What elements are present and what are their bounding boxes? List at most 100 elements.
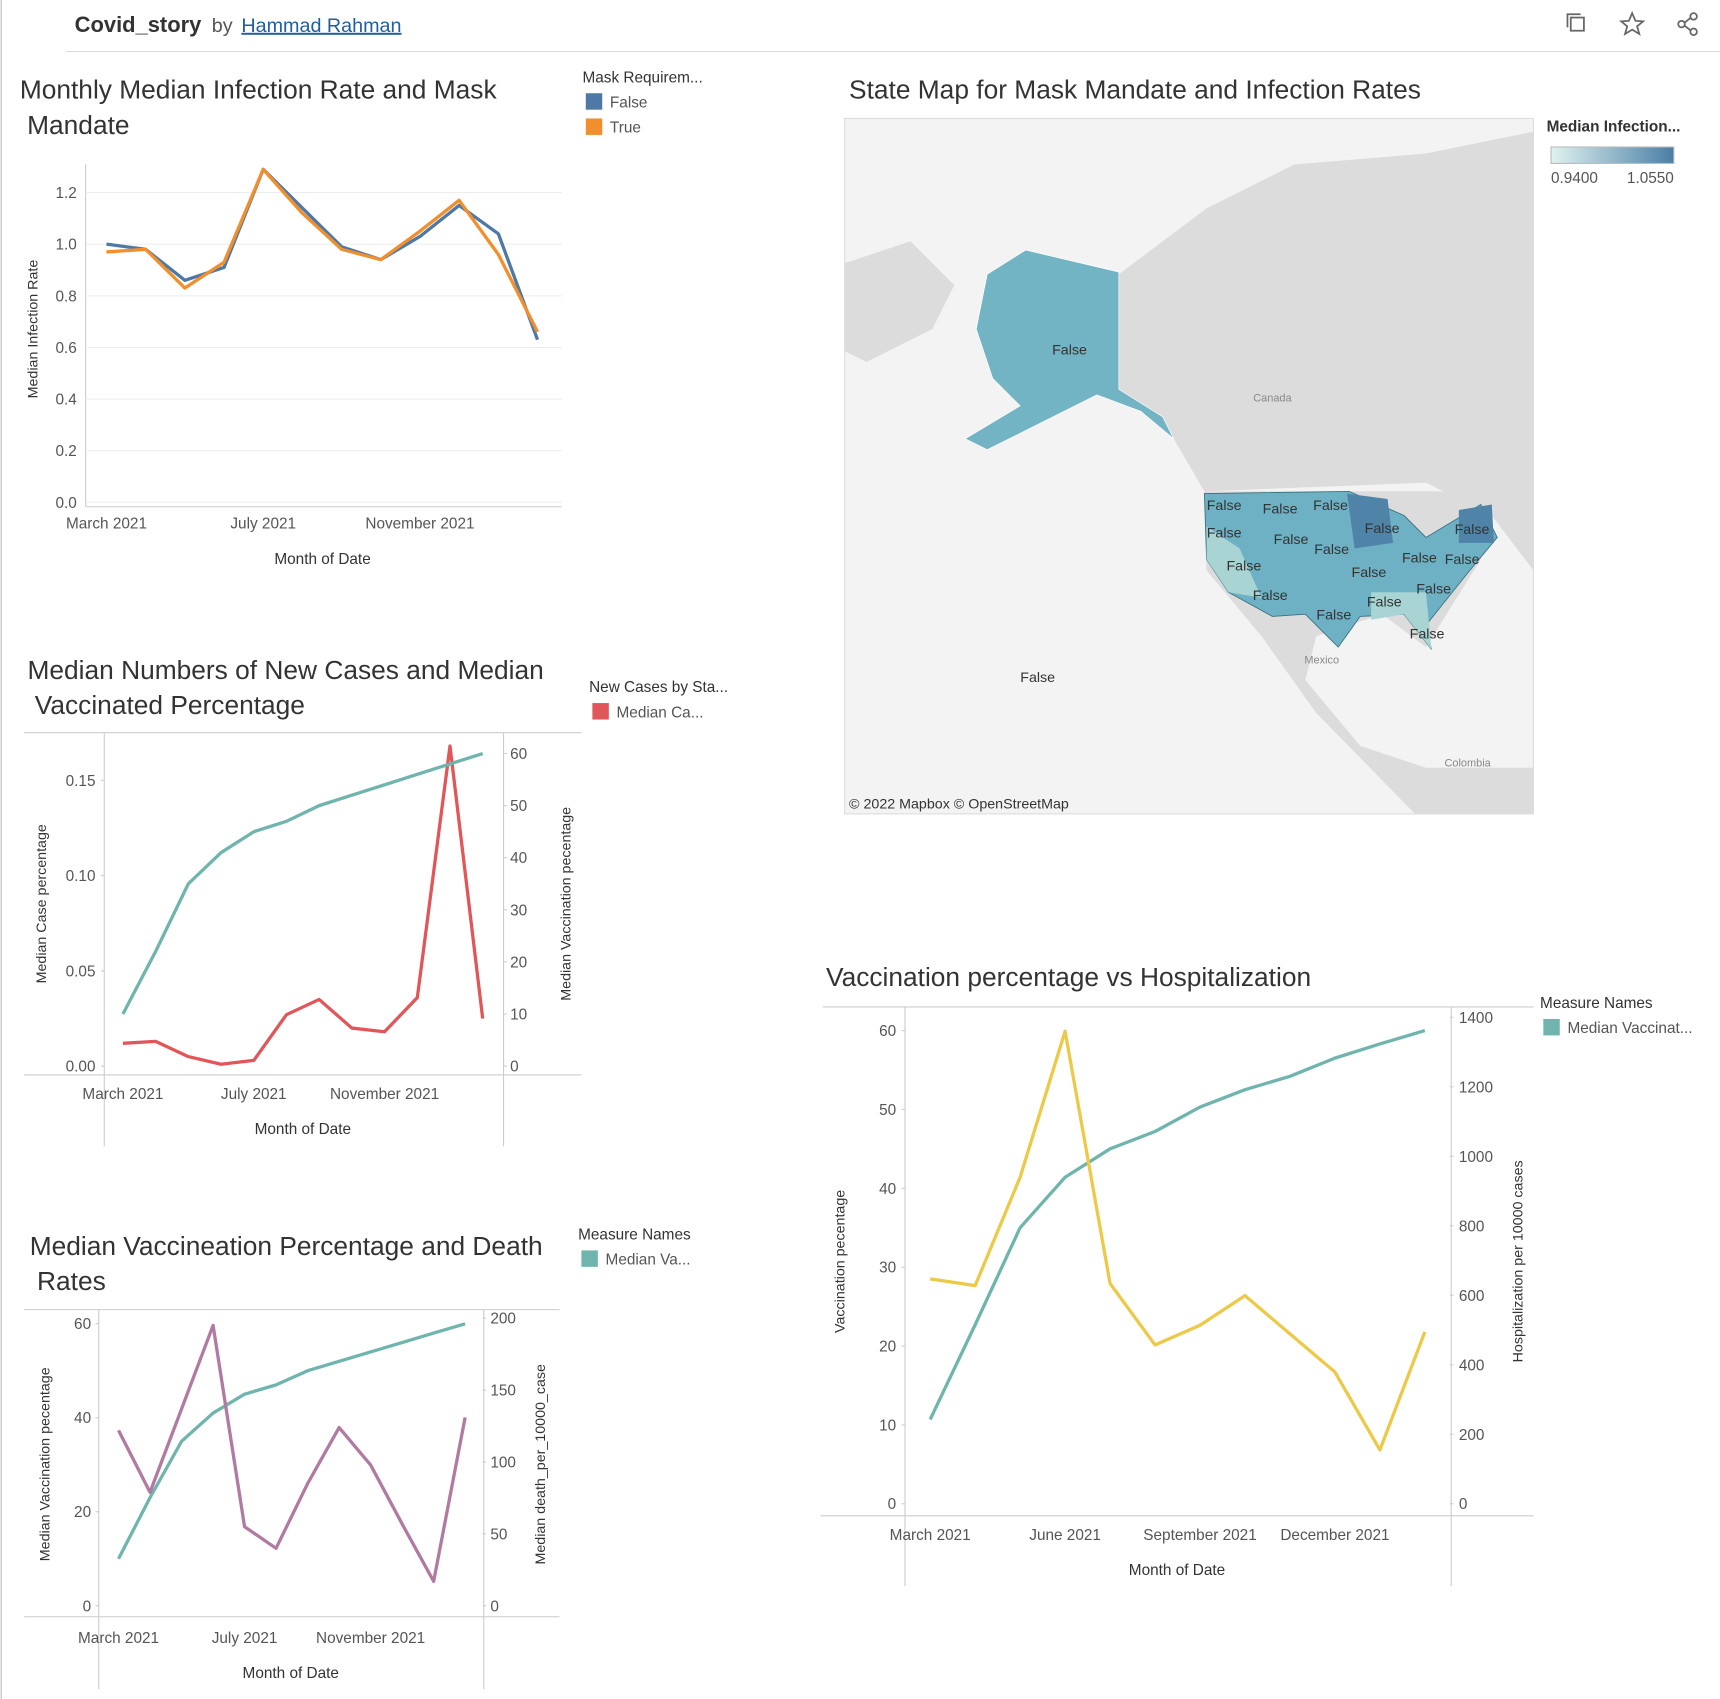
y2-axis-label: Hospitalization per 10000 cases xyxy=(1510,1160,1526,1362)
y2-tick-label: 30 xyxy=(510,902,527,919)
y-tick-label: 40 xyxy=(74,1410,91,1427)
x-axis-label: Month of Date xyxy=(1129,1562,1225,1579)
y2-tick-label: 60 xyxy=(510,746,527,763)
y2-tick-label: 1000 xyxy=(1459,1149,1493,1166)
map-attribution: © 2022 Mapbox © OpenStreetMap xyxy=(849,796,1069,812)
favorite-icon[interactable] xyxy=(1618,10,1646,36)
series-line xyxy=(117,1323,467,1583)
state-label: False xyxy=(1207,498,1242,514)
y-tick-label: 0.4 xyxy=(56,392,78,409)
state-label: False xyxy=(1445,552,1480,568)
y-axis-label: Median Vaccination pecentage xyxy=(37,1367,53,1561)
x-tick-label: September 2021 xyxy=(1143,1527,1256,1544)
x-tick-label: March 2021 xyxy=(78,1630,159,1647)
y2-tick-label: 800 xyxy=(1459,1218,1485,1235)
y-tick-label: 10 xyxy=(879,1417,896,1434)
legend-label: Median Vaccinat... xyxy=(1567,1020,1692,1037)
line-chart: Vaccination percentage vs Hospitalizatio… xyxy=(826,962,1693,1579)
y-axis-label: Median Case percentage xyxy=(34,824,50,983)
legend-title: Measure Names xyxy=(578,1226,691,1243)
chart-title: Median Numbers of New Cases and Median V… xyxy=(28,655,544,720)
legend-title: New Cases by Sta... xyxy=(589,679,728,696)
y2-axis-label: Median death_per_10000_case xyxy=(533,1364,549,1565)
chart-title: Median Vaccineation Percentage and Death… xyxy=(30,1231,543,1296)
legend-label: Median Ca... xyxy=(617,704,704,721)
state-label: False xyxy=(1274,532,1309,548)
by-text: by xyxy=(212,15,233,37)
y2-tick-label: 0 xyxy=(1459,1496,1468,1513)
legend-swatch xyxy=(1543,1018,1560,1036)
x-tick-label: March 2021 xyxy=(82,1086,163,1103)
y2-tick-label: 40 xyxy=(510,850,527,867)
x-tick-label: March 2021 xyxy=(66,516,147,533)
copy-icon[interactable] xyxy=(1566,13,1585,32)
x-tick-label: July 2021 xyxy=(230,516,296,533)
y2-tick-label: 600 xyxy=(1459,1288,1485,1305)
share-icon[interactable] xyxy=(1677,12,1698,36)
legend-swatch xyxy=(585,93,603,110)
state-label: False xyxy=(1410,626,1445,642)
y-tick-label: 60 xyxy=(74,1316,91,1333)
series-line xyxy=(122,744,485,1066)
legend-swatch xyxy=(585,118,603,135)
russia-land xyxy=(844,241,955,362)
state-label: False xyxy=(1455,522,1490,538)
y-tick-label: 0.0 xyxy=(56,495,77,512)
state-label: False xyxy=(1314,542,1349,558)
legend-title: Mask Requirem... xyxy=(583,69,703,86)
y-tick-label: 1.0 xyxy=(56,237,77,254)
y2-tick-label: 50 xyxy=(510,798,527,815)
legend-swatch xyxy=(581,1250,598,1267)
state-label: False xyxy=(1316,608,1351,624)
legend-title: Measure Names xyxy=(1540,995,1653,1012)
story-title: Covid_story xyxy=(75,12,203,37)
x-tick-label: July 2021 xyxy=(221,1086,287,1103)
state-label: False xyxy=(1226,558,1261,574)
series-line xyxy=(117,1322,466,1560)
legend-label: False xyxy=(610,94,648,111)
x-tick-label: November 2021 xyxy=(330,1086,439,1103)
state-label: False xyxy=(1367,595,1402,611)
high-rate-states xyxy=(1346,493,1494,549)
legend-swatch xyxy=(592,703,609,720)
y2-tick-label: 400 xyxy=(1459,1357,1485,1374)
y-tick-label: 0 xyxy=(83,1598,92,1615)
y-tick-label: 0.8 xyxy=(56,288,77,305)
map-title: State Map for Mask Mandate and Infection… xyxy=(849,75,1421,105)
legend-label: True xyxy=(610,120,641,137)
y2-tick-label: 200 xyxy=(490,1311,516,1328)
series-line xyxy=(106,167,539,333)
legend-label: Median Va... xyxy=(606,1252,691,1269)
series-line xyxy=(121,751,484,1015)
state-label: False xyxy=(1253,588,1288,604)
author-link[interactable]: Hammad Rahman xyxy=(241,15,401,37)
map-legend-title: Median Infection... xyxy=(1547,119,1681,136)
y2-tick-label: 150 xyxy=(490,1383,516,1400)
state-label: False xyxy=(1402,551,1437,567)
y-tick-label: 30 xyxy=(879,1260,896,1277)
y2-tick-label: 50 xyxy=(490,1526,507,1543)
y-tick-label: 40 xyxy=(879,1181,896,1198)
state-label: False xyxy=(1365,521,1400,537)
line-chart: Median Vaccineation Percentage and Death… xyxy=(30,1226,691,1682)
y-tick-label: 50 xyxy=(879,1102,896,1119)
place-label: Canada xyxy=(1253,392,1292,404)
x-axis-label: Month of Date xyxy=(243,1665,339,1682)
y2-tick-label: 10 xyxy=(510,1007,527,1024)
y-tick-label: 0.00 xyxy=(66,1059,96,1076)
y-tick-label: 0 xyxy=(888,1496,897,1513)
y2-tick-label: 20 xyxy=(510,954,527,971)
x-tick-label: November 2021 xyxy=(316,1630,425,1647)
canada-land xyxy=(1118,131,1534,571)
y-tick-label: 0.6 xyxy=(56,340,77,357)
x-tick-label: June 2021 xyxy=(1029,1527,1101,1544)
state-label: False xyxy=(1352,565,1387,581)
x-tick-label: July 2021 xyxy=(212,1630,278,1647)
map-legend-gradient xyxy=(1550,146,1675,164)
map-legend-max: 1.0550 xyxy=(1627,170,1674,187)
chart-title: Vaccination percentage vs Hospitalizatio… xyxy=(826,962,1311,992)
y2-axis-label: Median Vaccination pecentage xyxy=(558,807,574,1001)
y-tick-label: 0.15 xyxy=(66,773,96,790)
